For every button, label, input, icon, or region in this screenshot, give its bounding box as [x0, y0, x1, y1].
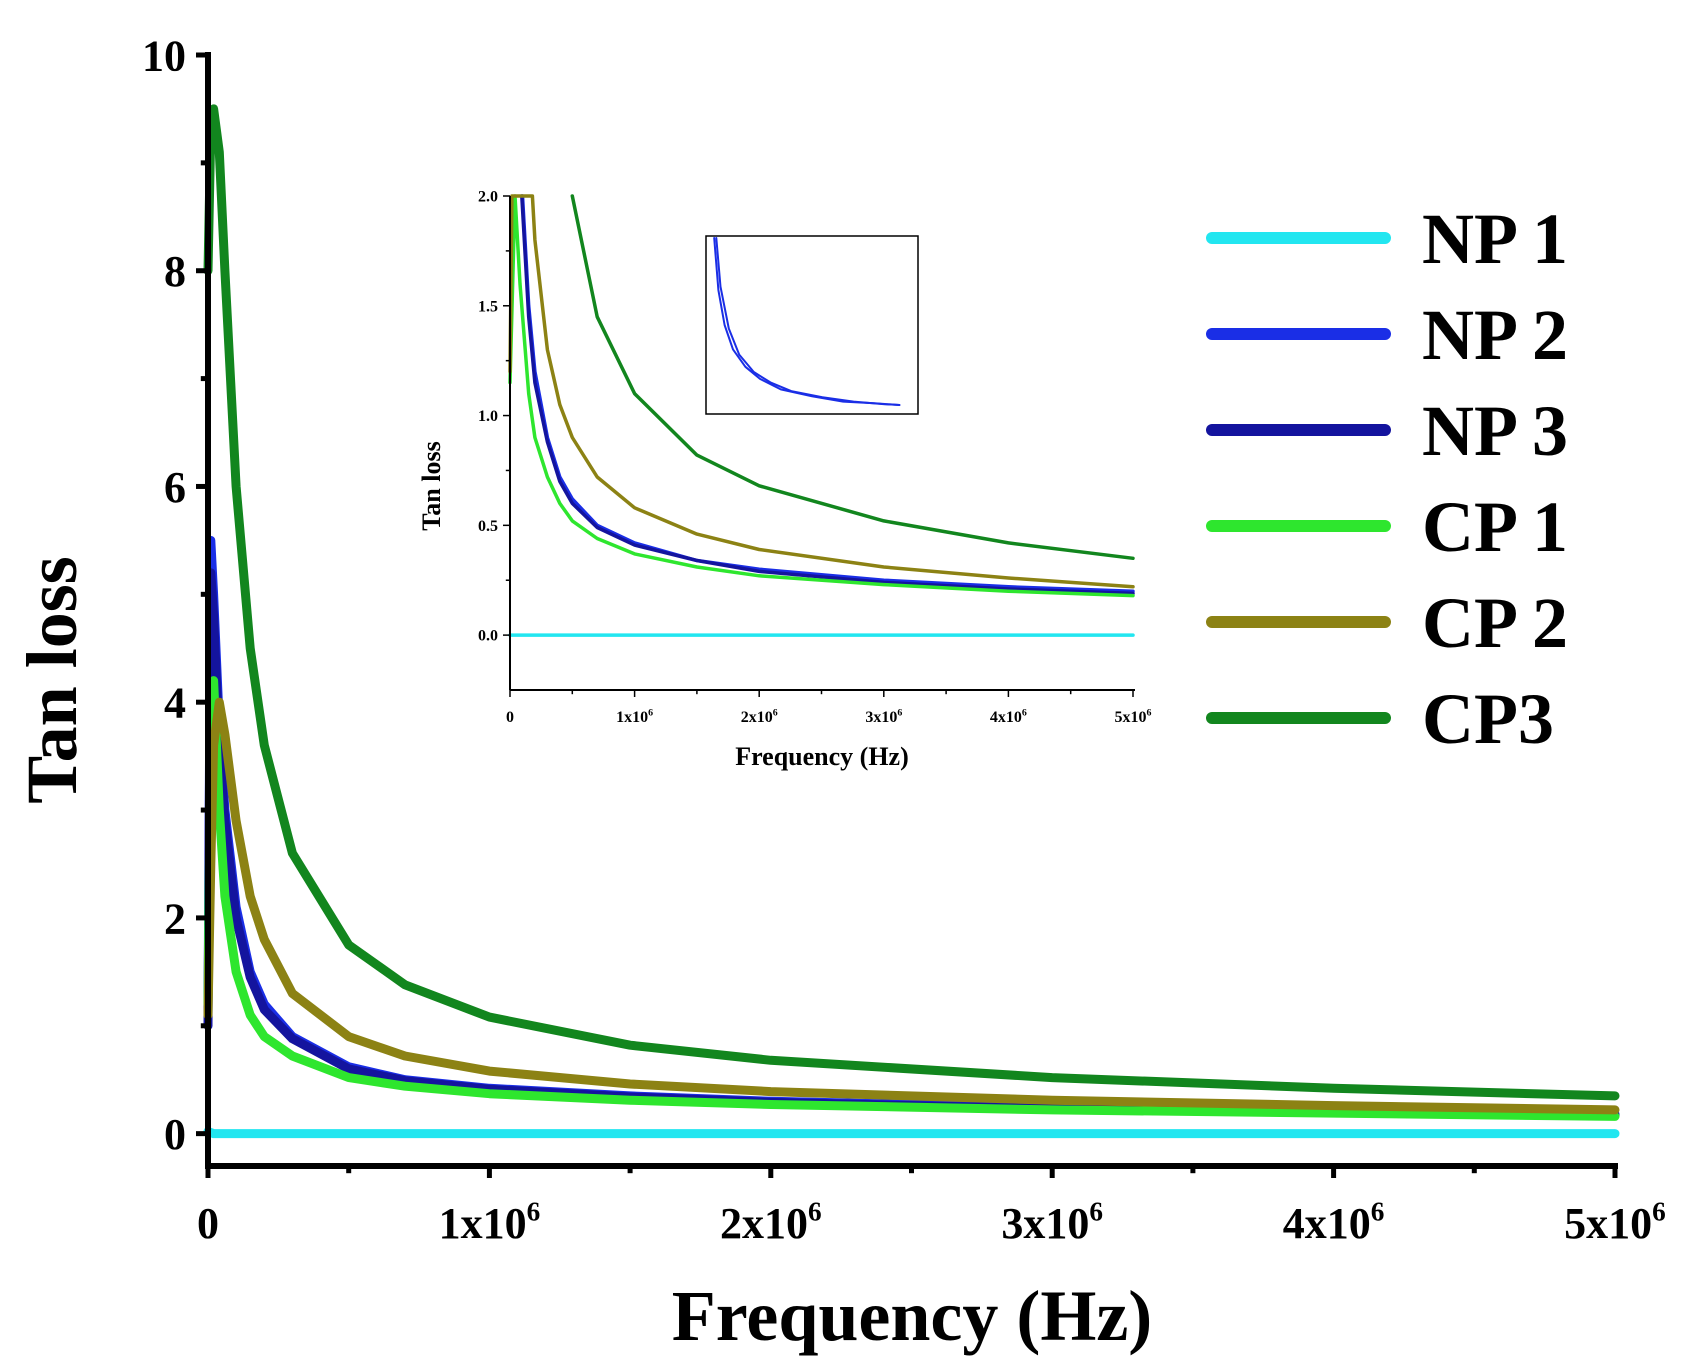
inset-y-tick-label-1: 0.5 [478, 518, 498, 535]
main-series-lines [203, 104, 1620, 1139]
main-x-tick-label-1: 1x106 [439, 1196, 541, 1248]
main-x-axis-label: Frequency (Hz) [672, 1276, 1153, 1356]
inset-x-tick-exponent-5: 6 [1147, 708, 1152, 719]
main-y-tick-label-0: 0 [164, 1110, 186, 1159]
legend-label-cp3: CP3 [1422, 679, 1554, 759]
inset-series-line-cp-1 [508, 194, 1135, 598]
inset-series-line-cp-2 [508, 194, 1135, 589]
inset-series-lines [508, 194, 1135, 637]
main-y-tick-label-2: 4 [164, 679, 186, 728]
main-series-line-cp-2 [203, 697, 1620, 1115]
main-x-tick-exponent-5: 6 [1652, 1196, 1666, 1226]
main-series-line-np-1 [203, 1127, 1620, 1139]
main-y-tick-label-5: 10 [142, 31, 186, 80]
inset-x-tick-label-3: 3x106 [865, 708, 902, 726]
inset-x-tick-exponent-2: 6 [773, 708, 778, 719]
mini-inset-lines [713, 237, 901, 406]
main-x-tick-exponent-1: 6 [527, 1196, 541, 1226]
inset-y-tick-label-3: 1.5 [478, 298, 498, 315]
main-y-axis-label: Tan loss [12, 556, 92, 804]
inset-x-axis-label: Frequency (Hz) [735, 742, 909, 771]
inset-x-tick-exponent-1: 6 [648, 708, 653, 719]
legend-label-np-1: NP 1 [1422, 199, 1568, 279]
main-x-tick-exponent-3: 6 [1089, 1196, 1103, 1226]
legend-label-np-3: NP 3 [1422, 391, 1568, 471]
inset-y-tick-label-2: 1.0 [478, 408, 498, 425]
inset-x-tick-label-0: 0 [506, 709, 514, 726]
main-x-tick-label-0: 0 [197, 1199, 219, 1248]
inset-y-axis-label: Tan loss [417, 441, 446, 530]
legend-label-np-2: NP 2 [1422, 295, 1568, 375]
mini-inset-frame [705, 235, 919, 415]
main-x-tick-label-3: 3x106 [1001, 1196, 1103, 1248]
main-plot: 0 1x106 2x106 3x106 4x106 5x106 0 2 4 6 8 10 Freque… [12, 31, 1666, 1356]
main-y-tick-label-4: 8 [164, 247, 186, 296]
mini-inset-plot [705, 235, 919, 415]
main-x-tick-label-4: 4x106 [1283, 1196, 1385, 1248]
mini-series-line-curve-b-1 [715, 237, 901, 406]
main-series-line-cp3 [203, 104, 1620, 1101]
legend-label-cp-2: CP 2 [1422, 583, 1568, 663]
main-y-tick-label-3: 6 [164, 463, 186, 512]
inset-ticks: 0 1x106 2x106 3x106 4x106 5x106 0.0 0.5 1.0 1.5 2.… [478, 189, 1152, 726]
inset-x-tick-exponent-4: 6 [1022, 708, 1027, 719]
main-x-tick-label-5: 5x106 [1564, 1196, 1666, 1248]
main-x-tick-exponent-4: 6 [1371, 1196, 1385, 1226]
inset-x-tick-exponent-3: 6 [897, 708, 902, 719]
main-series-line-cp-1 [203, 676, 1620, 1121]
main-x-tick-exponent-2: 6 [808, 1196, 822, 1226]
main-x-tick-label-2: 2x106 [720, 1196, 822, 1248]
main-y-tick-label-1: 2 [164, 894, 186, 943]
inset-y-tick-label-0: 0.0 [478, 628, 498, 645]
inset-x-tick-label-5: 5x106 [1115, 708, 1152, 726]
main-ticks: 0 1x106 2x106 3x106 4x106 5x106 0 2 4 6 8 10 [142, 31, 1666, 1248]
inset-x-tick-label-1: 1x106 [616, 708, 653, 726]
inset-x-tick-label-4: 4x106 [990, 708, 1027, 726]
inset-x-tick-label-2: 2x106 [741, 708, 778, 726]
inset-series-line-np-3 [520, 194, 1135, 596]
inset-y-tick-label-4: 2.0 [478, 189, 498, 206]
inset-series-line-cp3 [570, 194, 1135, 561]
legend-label-cp-1: CP 1 [1422, 487, 1568, 567]
legend: NP 1 NP 2 NP 3 CP 1 CP 2 CP3 [1206, 199, 1568, 759]
